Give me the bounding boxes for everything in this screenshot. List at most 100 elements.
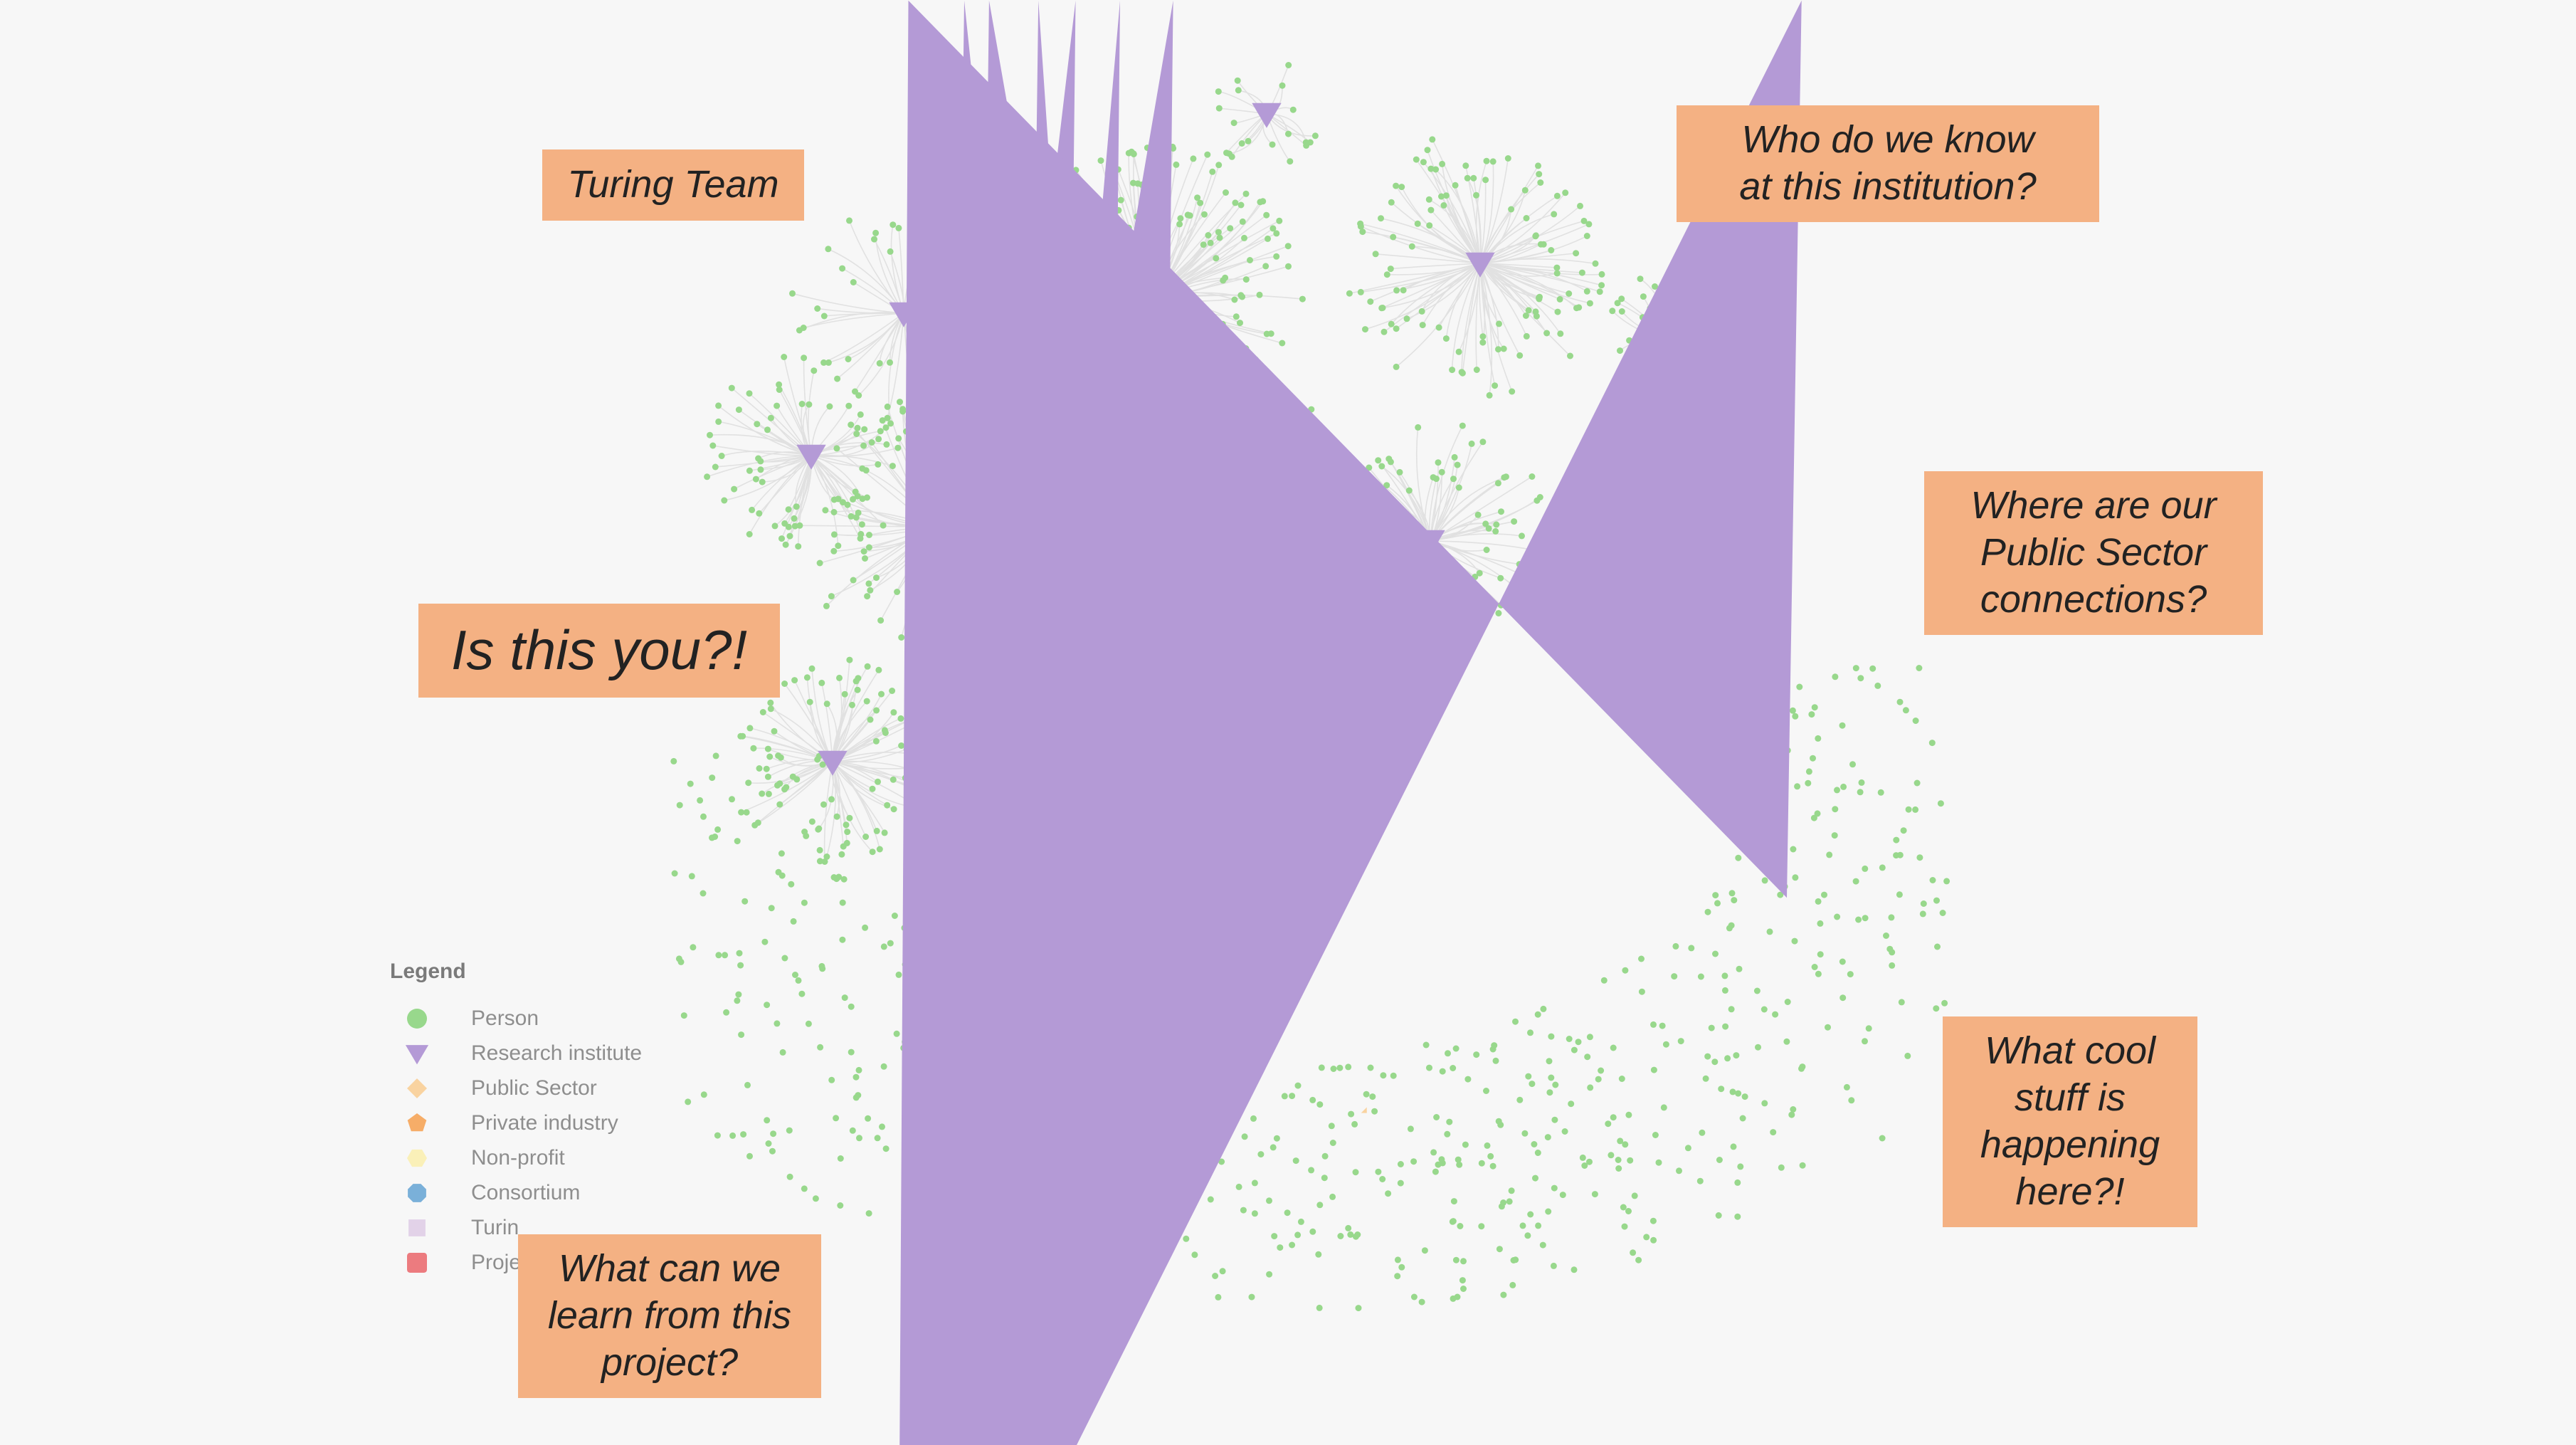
person-node bbox=[1405, 487, 1413, 494]
person-node bbox=[873, 707, 880, 714]
person-node bbox=[822, 507, 829, 514]
person-node bbox=[1708, 1024, 1715, 1031]
person-node bbox=[1896, 891, 1903, 898]
person-node bbox=[845, 402, 852, 409]
person-node bbox=[1531, 1141, 1538, 1147]
person-node bbox=[769, 1147, 776, 1155]
person-node bbox=[1817, 920, 1824, 927]
person-node bbox=[818, 679, 825, 686]
person-node bbox=[1496, 1246, 1503, 1253]
person-node bbox=[814, 305, 821, 312]
person-node bbox=[709, 834, 715, 841]
person-node bbox=[864, 494, 870, 501]
person-node bbox=[1862, 915, 1869, 922]
person-node bbox=[1571, 1046, 1578, 1053]
person-node bbox=[857, 411, 864, 418]
person-node bbox=[1241, 1133, 1248, 1140]
person-node bbox=[1534, 1011, 1541, 1018]
person-node bbox=[1730, 1143, 1737, 1150]
person-node bbox=[1883, 932, 1889, 939]
person-node bbox=[1266, 1197, 1272, 1204]
person-node bbox=[1573, 250, 1580, 257]
person-node bbox=[1615, 1157, 1622, 1163]
person-node bbox=[857, 535, 864, 542]
person-node bbox=[1489, 158, 1496, 165]
person-node bbox=[1478, 1160, 1485, 1167]
person-node bbox=[894, 589, 901, 595]
person-node bbox=[1755, 1044, 1761, 1051]
person-node bbox=[1500, 1291, 1507, 1298]
person-node bbox=[1789, 707, 1796, 714]
person-node bbox=[676, 802, 683, 809]
person-node bbox=[793, 503, 800, 510]
person-node bbox=[1553, 270, 1561, 277]
person-node bbox=[858, 521, 865, 528]
person-node bbox=[1177, 215, 1184, 222]
person-node bbox=[1625, 1111, 1632, 1118]
person-node bbox=[1413, 156, 1420, 163]
person-node bbox=[1729, 1088, 1736, 1095]
person-node bbox=[740, 1131, 747, 1138]
person-node bbox=[1351, 1120, 1358, 1128]
person-node bbox=[846, 656, 853, 663]
person-node bbox=[1250, 1115, 1257, 1122]
person-node bbox=[1232, 313, 1240, 320]
person-node bbox=[735, 991, 742, 998]
person-node bbox=[1638, 988, 1645, 995]
person-node bbox=[1586, 1034, 1593, 1041]
person-node bbox=[685, 1098, 692, 1105]
person-node bbox=[1294, 1231, 1302, 1239]
person-node bbox=[1608, 1152, 1615, 1159]
person-node bbox=[1561, 1128, 1568, 1135]
person-node bbox=[855, 509, 862, 516]
person-node bbox=[1483, 547, 1490, 553]
person-node bbox=[1557, 330, 1564, 337]
person-node bbox=[1215, 162, 1223, 169]
person-node bbox=[1718, 1086, 1725, 1093]
person-node bbox=[875, 436, 882, 443]
person-node bbox=[1230, 120, 1237, 127]
person-node bbox=[853, 431, 860, 437]
person-node bbox=[880, 1063, 887, 1070]
person-node bbox=[1273, 230, 1280, 237]
person-node bbox=[1532, 1175, 1538, 1182]
person-node bbox=[1425, 196, 1432, 203]
person-node bbox=[1792, 713, 1799, 720]
person-node bbox=[855, 392, 862, 399]
person-node bbox=[1408, 243, 1415, 250]
person-node bbox=[812, 1195, 819, 1202]
person-node bbox=[1493, 521, 1500, 528]
person-node bbox=[1479, 339, 1487, 346]
person-node bbox=[1257, 199, 1264, 206]
person-node bbox=[723, 1009, 730, 1016]
person-node bbox=[1289, 1241, 1296, 1249]
person-node bbox=[811, 367, 818, 374]
person-node bbox=[838, 851, 845, 858]
person-node bbox=[1430, 1149, 1437, 1156]
person-node bbox=[1407, 1125, 1414, 1133]
person-node bbox=[848, 1003, 855, 1010]
person-node bbox=[1237, 201, 1245, 209]
person-node bbox=[1263, 211, 1270, 219]
person-node bbox=[1473, 367, 1480, 373]
person-node bbox=[1422, 1041, 1430, 1049]
person-node bbox=[687, 780, 694, 787]
person-node bbox=[1489, 1162, 1496, 1170]
person-node bbox=[852, 1073, 860, 1081]
person-node bbox=[1491, 1042, 1498, 1049]
person-node bbox=[1363, 1091, 1370, 1098]
person-node bbox=[736, 950, 743, 957]
person-node bbox=[1862, 865, 1869, 872]
person-node bbox=[1659, 1022, 1666, 1029]
person-node bbox=[1790, 1106, 1797, 1113]
person-node bbox=[1792, 874, 1799, 881]
person-node bbox=[1435, 459, 1442, 466]
person-node bbox=[890, 806, 897, 813]
person-node bbox=[1704, 908, 1711, 915]
person-node bbox=[869, 848, 876, 856]
person-node bbox=[1516, 1096, 1524, 1103]
person-node bbox=[1734, 1213, 1741, 1220]
person-node bbox=[1733, 1052, 1740, 1059]
legend-hexagon-icon bbox=[404, 1145, 430, 1171]
person-node bbox=[729, 796, 735, 803]
